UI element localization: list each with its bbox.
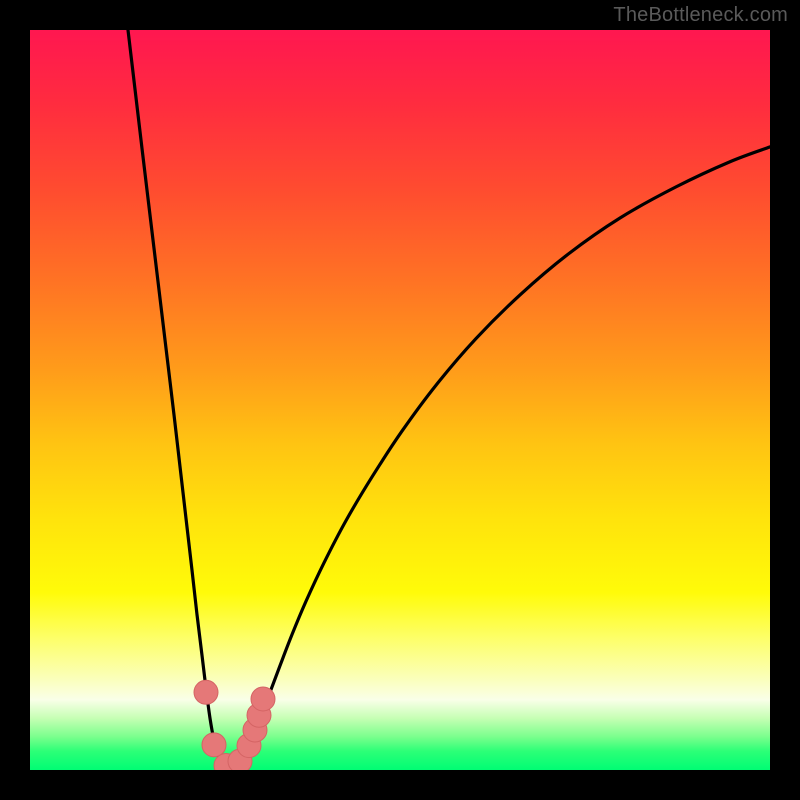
watermark-label: TheBottleneck.com xyxy=(613,4,788,27)
bottleneck-marker xyxy=(194,680,218,704)
bottleneck-marker xyxy=(202,733,226,757)
bottleneck-chart-svg xyxy=(0,0,800,800)
bottleneck-marker xyxy=(251,687,275,711)
chart-frame: TheBottleneck.com xyxy=(0,0,800,800)
